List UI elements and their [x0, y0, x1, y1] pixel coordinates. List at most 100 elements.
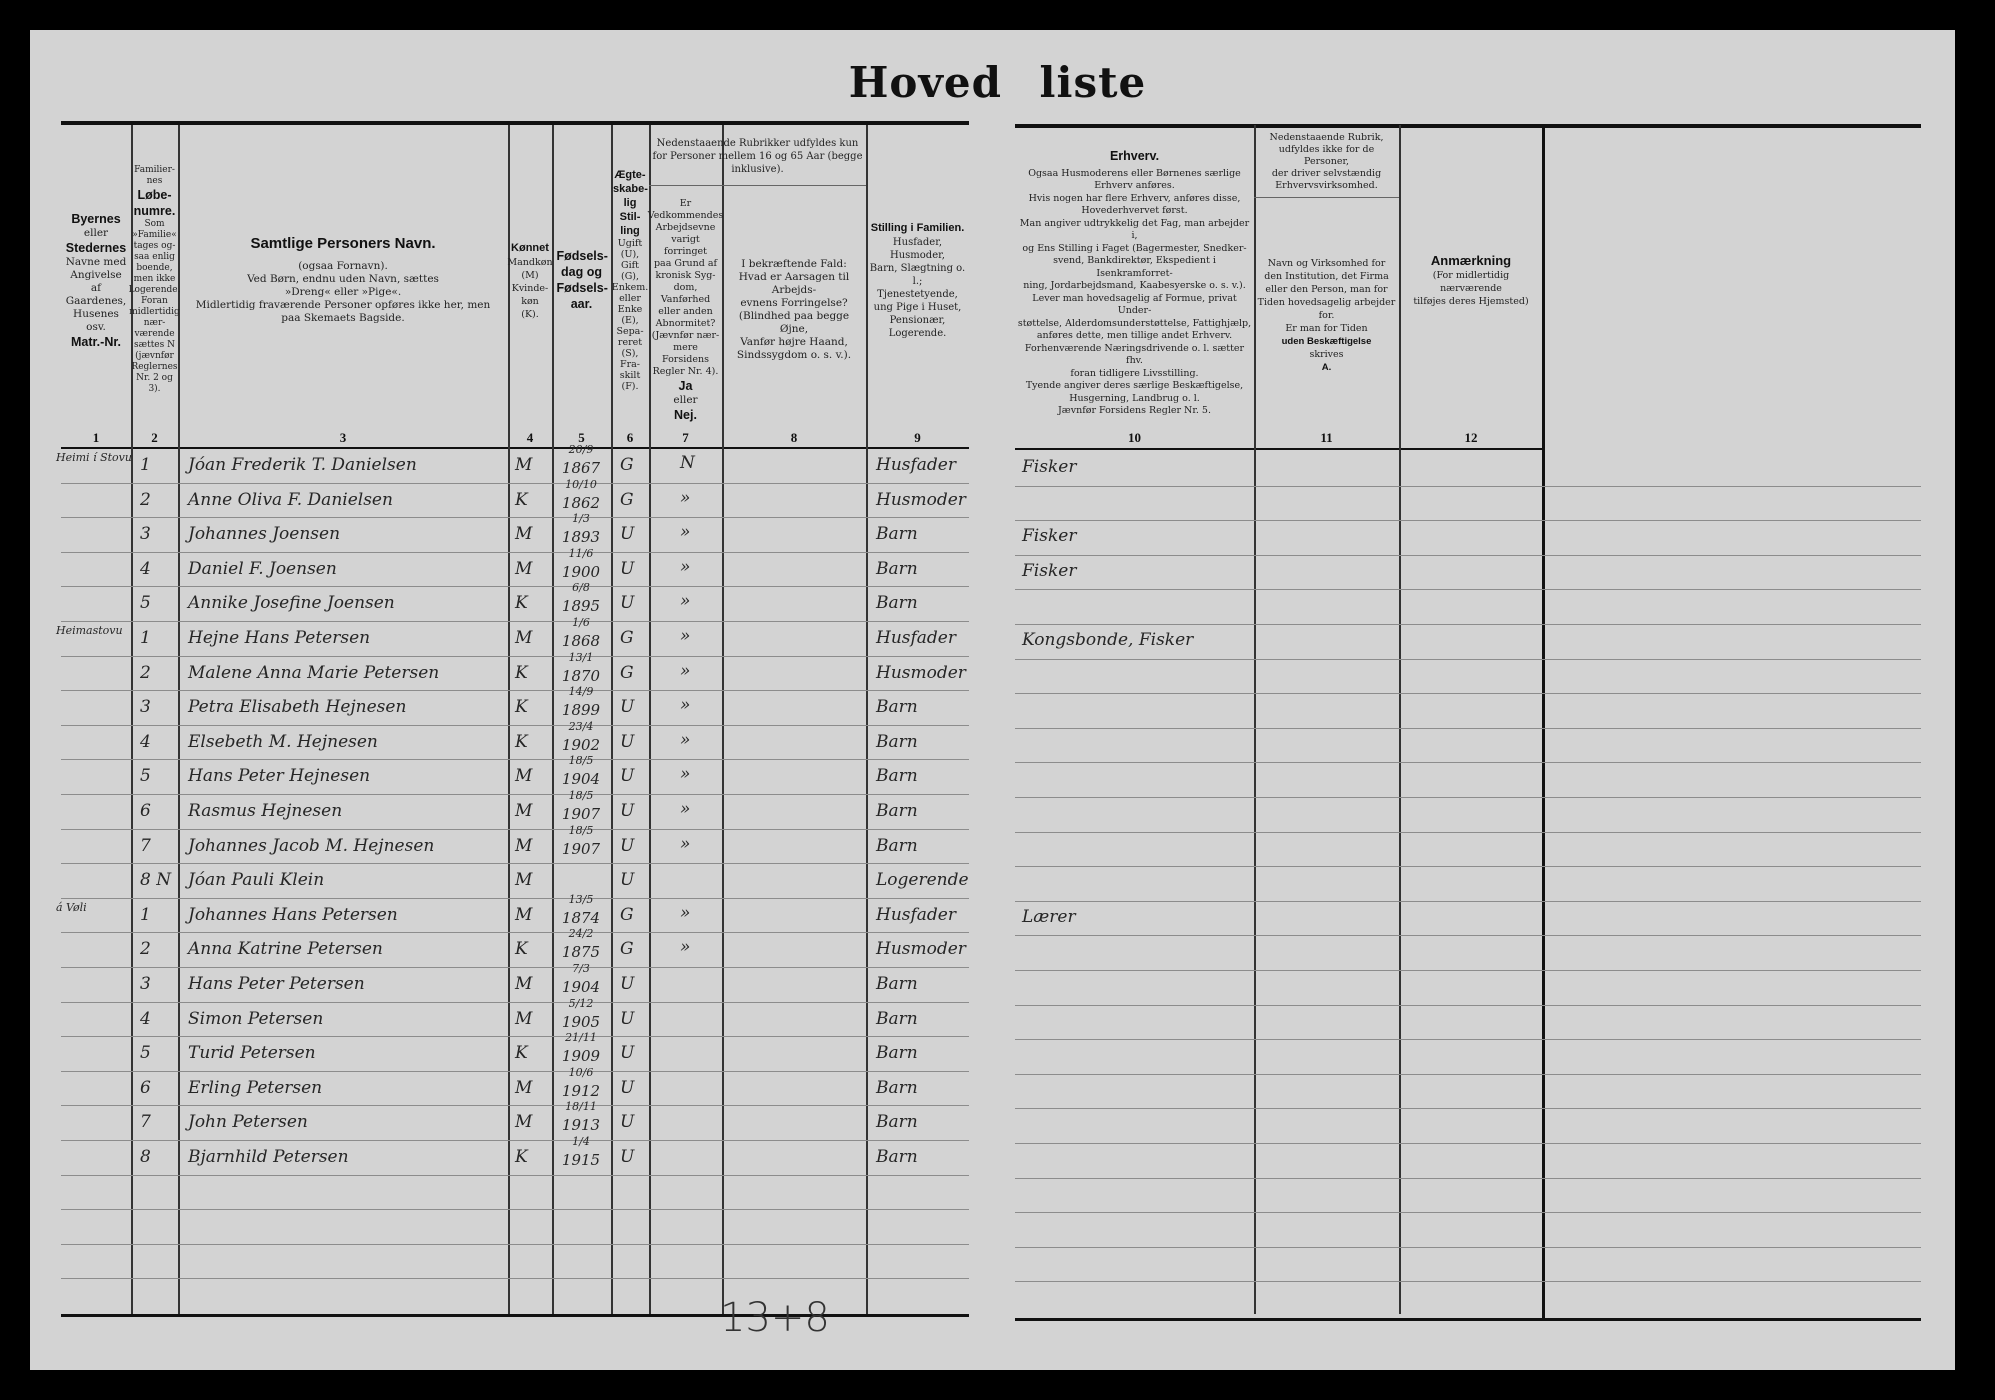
thick-divider-right [1542, 128, 1545, 1318]
header-col7-text: (Jævnfør nær- [651, 329, 720, 341]
row-family-position: Logerende [876, 870, 969, 891]
header-col2-text: boende, [136, 263, 173, 273]
row-line-right [1015, 797, 1921, 798]
row-sex: K [515, 697, 528, 718]
row-birth-daymonth: 24/2 [568, 927, 594, 941]
header-col7-text: Abnormitet? [655, 317, 716, 329]
row-birth-year: 1907 [561, 805, 601, 823]
row-line-left [61, 898, 969, 899]
row-person-name: Bjarnhild Petersen [188, 1147, 349, 1167]
column-number: 5 [578, 430, 585, 445]
row-family-position: Barn [876, 1043, 918, 1064]
header-col10-text: Tyende angiver deres særlige Beskæftigel… [1025, 380, 1244, 391]
header-col11-text: A. [1321, 361, 1332, 373]
header-col2-text: værende [134, 329, 175, 339]
row-sex: K [515, 1043, 528, 1064]
row-person-name: Anna Katrine Petersen [188, 939, 383, 960]
row-marital-status: U [620, 558, 635, 579]
row-family-position: Barn [876, 524, 918, 545]
row-marital-status: G [620, 662, 634, 683]
row-family-position: Barn [876, 1112, 918, 1133]
row-line-left [61, 690, 969, 691]
row-birth-daymonth: 18/5 [568, 823, 594, 837]
row-reduced-capacity: » [680, 729, 691, 750]
row-birth-daymonth: 14/9 [568, 685, 594, 699]
header-col2-text: Foran [141, 296, 168, 306]
row-line-right [1015, 935, 1921, 936]
header-col10-text: Jævnfør Forsidens Regler Nr. 5. [1058, 405, 1211, 416]
row-birth-year: 1900 [561, 562, 601, 581]
row-birth-daymonth: 10/6 [568, 1065, 594, 1079]
row-sex: M [515, 766, 533, 787]
page-title: Hoved liste [848, 58, 1147, 107]
header-col8-text: (Blindhed paa begge Øjne, [738, 310, 850, 335]
header-col11-top-text: Erhvervsvirksomhed. [1275, 180, 1378, 191]
header-col11-top-text: der driver selvstændig [1271, 168, 1382, 179]
column-divider [178, 125, 180, 1314]
row-family-number: 5 [140, 1043, 151, 1064]
row-marital-status: U [620, 1043, 635, 1064]
header-col6-text: Ugift [617, 238, 643, 249]
header-col8: I bekræftende Fald: Hvad er Aarsagen til … [722, 190, 866, 430]
row-person-name: Rasmus Hejnesen [188, 801, 343, 821]
row-birth-year: 1893 [561, 528, 601, 547]
header-col11-text: eller den Person, man for [1265, 283, 1388, 295]
row-birth-year: 1913 [561, 1116, 601, 1135]
header-col6-text: (E), [621, 315, 639, 326]
row-line-left [61, 1071, 969, 1072]
header-col1: Byernes eller Stedernes Navne med Angivelse a… [61, 130, 131, 430]
row-line-right [1015, 1247, 1921, 1248]
row-birth-daymonth: 18/11 [565, 1100, 597, 1114]
row-sex: M [515, 1077, 533, 1098]
header-col3-text: Samtlige Personers Navn. [250, 234, 436, 252]
row-birth-year: 1874 [561, 908, 601, 927]
row-birth-year: 1902 [561, 735, 601, 754]
row-line-left [61, 759, 969, 760]
header-col12-text: tilføjes deres Hjemsted) [1413, 295, 1529, 307]
header-col2-text: nær- [143, 318, 166, 328]
row-birth-daymonth: 20/9 [568, 443, 594, 456]
row-occupation: Fisker [1022, 526, 1077, 547]
row-sex: M [515, 801, 533, 821]
column-divider [508, 125, 510, 1314]
header-col4-text: Mandkøn [507, 256, 553, 268]
row-family-number: 3 [140, 524, 151, 545]
row-sex: M [515, 455, 533, 475]
row-line-right [1015, 1074, 1921, 1075]
header-col2-text: numre. [133, 204, 176, 218]
row-family-position: Barn [876, 1077, 918, 1098]
header-col10-text: Erhverv anføres. [1094, 180, 1175, 191]
header-col4-text: (K). [521, 308, 539, 320]
header-col10-text: Man angiver udtrykkelig det Fag, man arb… [1019, 217, 1250, 242]
row-occupation: Kongsbonde, Fisker [1022, 630, 1194, 650]
row-family-number: 4 [140, 558, 151, 579]
header-col5-text: Fødsels-dag og Fødsels-aar. [556, 249, 608, 311]
column-number: 11 [1320, 430, 1333, 445]
header-col6-text: (G), [620, 271, 640, 282]
header-col2: Familier-nes Løbe-numre. Som »Familie« tages… [129, 130, 181, 430]
row-reduced-capacity: » [680, 487, 691, 508]
row-family-number: 7 [140, 835, 151, 856]
row-marital-status: U [620, 1112, 635, 1133]
row-family-position: Barn [876, 766, 918, 787]
header-col11-text: den Institution, det Firma [1264, 270, 1389, 282]
row-line-left [61, 1175, 969, 1176]
header-col7-text: Nej. [674, 407, 697, 422]
header-group-7-8: Nedenstaaende Rubrikker udfyldes kun for… [649, 128, 866, 184]
row-reduced-capacity: » [680, 660, 691, 681]
row-birth-year: 1915 [561, 1151, 601, 1169]
header-col10-text: støttelse, Alderdomsunderstøttelse, Fatt… [1017, 317, 1252, 329]
header-col6-text: Ægte-skabe-lig Stil-ling [613, 169, 648, 237]
row-line-right [1015, 1212, 1921, 1213]
row-line-left [61, 932, 969, 933]
header-col2-text: tages og- [133, 241, 176, 251]
row-marital-status: U [620, 870, 635, 891]
row-line-left [61, 1105, 969, 1106]
row-birth-year: 1907 [561, 839, 601, 858]
header-col3: Samtlige Personers Navn. (ogsaa Fornavn).… [178, 130, 508, 430]
header-col6-text: Enkem. [611, 282, 649, 293]
header-col10-text: Hovederhvervet først. [1081, 205, 1188, 216]
header-col1-text: Matr.-Nr. [70, 334, 121, 349]
row-marital-status: U [620, 1147, 635, 1167]
row-person-name: Johannes Joensen [188, 524, 341, 545]
